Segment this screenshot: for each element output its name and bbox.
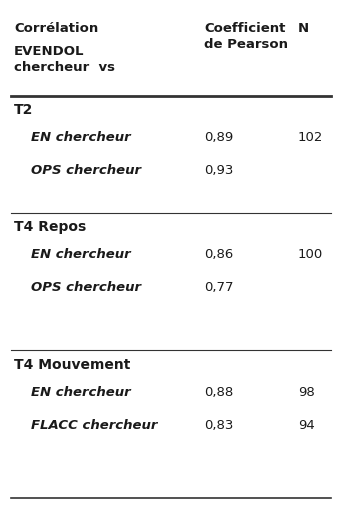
Text: Coefficient
de Pearson: Coefficient de Pearson xyxy=(205,22,288,51)
Text: T4 Repos: T4 Repos xyxy=(14,220,87,234)
Text: EN chercheur: EN chercheur xyxy=(31,248,131,261)
Text: 0,83: 0,83 xyxy=(205,419,234,432)
Text: 100: 100 xyxy=(298,248,323,261)
Text: 0,93: 0,93 xyxy=(205,164,234,177)
Text: FLACC chercheur: FLACC chercheur xyxy=(31,419,157,432)
Text: 102: 102 xyxy=(298,131,323,144)
Text: T2: T2 xyxy=(14,103,34,117)
Text: OPS chercheur: OPS chercheur xyxy=(31,281,141,294)
Text: 94: 94 xyxy=(298,419,315,432)
Text: 98: 98 xyxy=(298,386,315,399)
Text: T4 Mouvement: T4 Mouvement xyxy=(14,358,131,372)
Text: EVENDOL
chercheur  vs: EVENDOL chercheur vs xyxy=(14,45,115,74)
Text: OPS chercheur: OPS chercheur xyxy=(31,164,141,177)
Text: 0,77: 0,77 xyxy=(205,281,234,294)
Text: EN chercheur: EN chercheur xyxy=(31,131,131,144)
Text: EN chercheur: EN chercheur xyxy=(31,386,131,399)
Text: N: N xyxy=(298,22,309,35)
Text: 0,88: 0,88 xyxy=(205,386,234,399)
Text: 0,86: 0,86 xyxy=(205,248,234,261)
Text: Corrélation: Corrélation xyxy=(14,22,98,35)
Text: 0,89: 0,89 xyxy=(205,131,234,144)
